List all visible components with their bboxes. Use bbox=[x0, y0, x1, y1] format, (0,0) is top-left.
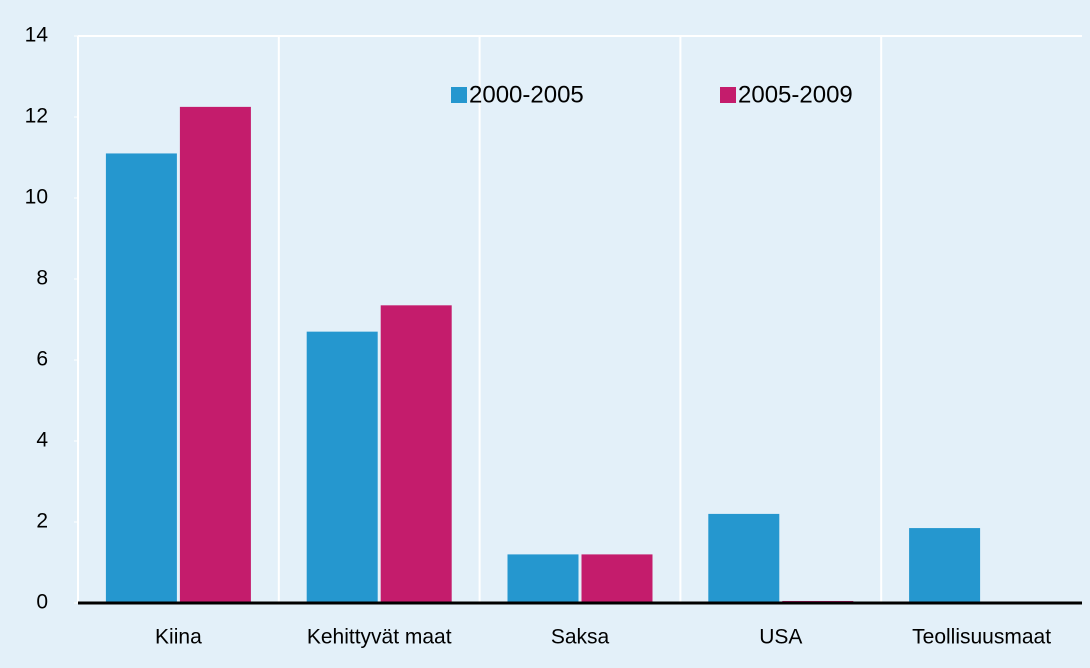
y-tick-label: 0 bbox=[36, 591, 48, 614]
bar bbox=[507, 554, 579, 603]
legend-label: 2000-2005 bbox=[469, 81, 584, 108]
x-tick-label: Teollisuusmaat bbox=[912, 626, 1051, 649]
y-tick-label: 14 bbox=[25, 24, 49, 47]
y-tick-label: 4 bbox=[36, 429, 48, 452]
bar bbox=[306, 331, 378, 603]
y-tick-label: 12 bbox=[25, 105, 48, 128]
bar bbox=[105, 153, 177, 603]
legend-swatch bbox=[720, 87, 736, 103]
x-tick-label: Kiina bbox=[155, 626, 202, 649]
bar bbox=[380, 305, 452, 603]
bar bbox=[909, 528, 981, 603]
x-tick-label: Saksa bbox=[551, 626, 610, 649]
legend-label: 2005-2009 bbox=[738, 81, 853, 108]
legend-swatch bbox=[451, 87, 467, 103]
bar bbox=[179, 106, 251, 603]
y-tick-label: 6 bbox=[36, 348, 48, 371]
x-tick-label: USA bbox=[759, 626, 802, 649]
y-tick-label: 8 bbox=[36, 267, 48, 290]
bar bbox=[708, 513, 780, 603]
y-tick-label: 10 bbox=[25, 186, 48, 209]
x-tick-label: Kehittyvät maat bbox=[307, 626, 452, 649]
y-tick-label: 2 bbox=[36, 510, 48, 533]
bar bbox=[581, 554, 653, 603]
